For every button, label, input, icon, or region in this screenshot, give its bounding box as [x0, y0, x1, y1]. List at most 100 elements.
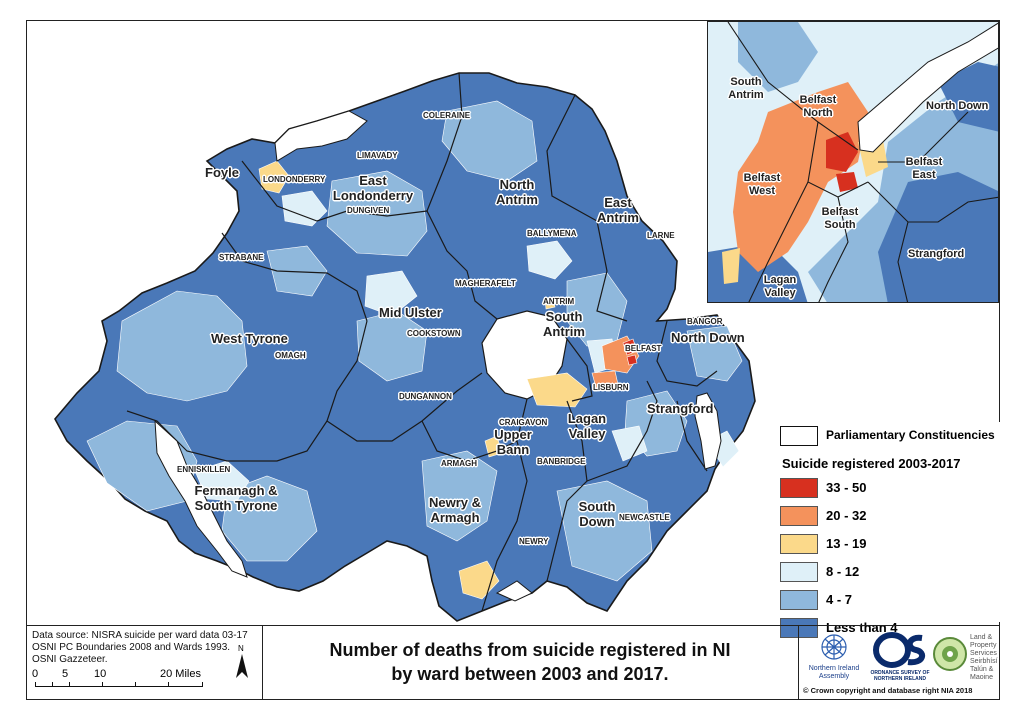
- legend-item-label: 8 - 12: [826, 564, 860, 579]
- scale-label-10: 10: [94, 668, 107, 680]
- inset-class-4-7-b: [738, 22, 818, 92]
- footer-divider: [26, 625, 1000, 626]
- town-armagh: ARMAGH: [441, 459, 477, 468]
- town-dungannon: DUNGANNON: [399, 392, 452, 401]
- belfast-inset-map: South Antrim Belfast North North Down Be…: [707, 21, 999, 303]
- strangford-lough: [694, 392, 722, 470]
- scale-tick: [52, 682, 53, 687]
- pc-north-down-label: North Down: [671, 330, 745, 345]
- pc-north-antrim-line2: Antrim: [496, 192, 538, 207]
- logos: Northern Ireland Assembly ORDNANCE SURVE…: [800, 628, 1000, 698]
- pc-lagan-valley-label: Lagan Valley: [565, 411, 609, 441]
- pc-fst-line2: South Tyrone: [194, 498, 278, 513]
- source-line-2: OSNI PC Boundaries 2008 and Wards 1993.: [32, 642, 231, 653]
- legend-item: 33 - 50: [780, 478, 1000, 498]
- lps-text-1: Land &: [970, 634, 993, 641]
- legend-item-label: 13 - 19: [826, 536, 867, 551]
- lps-text-2: Property: [970, 642, 997, 649]
- legend-swatch: [780, 562, 818, 582]
- pc-east-antrim-line2: Antrim: [597, 210, 639, 225]
- town-ballymena: BALLYMENA: [527, 229, 577, 238]
- map-title-line2: by ward between 2003 and 2017.: [391, 664, 669, 684]
- lps-emblem-icon: [933, 637, 967, 671]
- inset-south-antrim-line1: South: [730, 76, 762, 88]
- inset-belfast-north-line2: North: [803, 107, 833, 119]
- pc-north-antrim-label: North Antrim: [487, 177, 547, 207]
- town-banbridge: BANBRIDGE: [537, 457, 586, 466]
- town-lisburn: LISBURN: [593, 383, 629, 392]
- legend-item: 8 - 12: [780, 562, 1000, 582]
- pc-newry-armagh-line1: Newry &: [428, 495, 482, 510]
- lps-text-4: Seirbhísí: [970, 658, 998, 665]
- main-map: Foyle East Londonderry North Antrim East…: [27, 21, 999, 625]
- os-emblem-icon: [873, 632, 926, 668]
- pc-upper-bann-label: Upper Bann: [491, 427, 535, 457]
- town-antrim: ANTRIM: [543, 297, 575, 306]
- inset-lagan-valley-label: Lagan Valley: [760, 274, 800, 300]
- pc-upper-bann-line2: Bann: [496, 442, 530, 457]
- town-newry: NEWRY: [519, 537, 549, 546]
- pc-mid-ulster-label: Mid Ulster: [379, 305, 442, 320]
- pc-east-londonderry-line2: Londonderry: [332, 188, 414, 203]
- inset-belfast-west-label: Belfast West: [738, 172, 786, 198]
- town-belfast: BELFAST: [625, 344, 662, 353]
- pc-south-antrim-label: South Antrim: [539, 309, 589, 339]
- legend-swatch: [780, 534, 818, 554]
- pc-east-antrim-label: East Antrim: [593, 195, 643, 225]
- pc-west-tyrone-label: West Tyrone: [211, 331, 288, 346]
- scale-tick: [102, 682, 103, 687]
- lps-text-5: Talún &: [970, 666, 994, 673]
- legend-item-label: 20 - 32: [826, 508, 867, 523]
- inset-class-lt4: [878, 172, 998, 302]
- map-title-line1: Number of deaths from suicide registered…: [329, 640, 731, 660]
- map-legend: Parliamentary Constituencies Suicide reg…: [780, 422, 1000, 638]
- inset-class-13-19-b: [722, 248, 740, 284]
- pc-south-down-line2: Down: [579, 514, 615, 529]
- legend-swatch: [780, 618, 818, 638]
- copyright-notice: © Crown copyright and database right NIA…: [803, 686, 973, 695]
- inset-north-down-label: North Down: [926, 100, 989, 112]
- legend-item-label: Less than 4: [826, 620, 898, 635]
- inset-lagan-valley-line2: Valley: [764, 287, 796, 299]
- class-33-50-regions: [622, 338, 638, 366]
- pc-east-londonderry-label: East Londonderry: [323, 173, 423, 203]
- inset-belfast-south-label: Belfast South: [816, 206, 864, 232]
- legend-item-label: 33 - 50: [826, 480, 867, 495]
- lps-logo-text: Land & Property Services Seirbhísí Talún…: [970, 634, 1000, 682]
- pc-strangford-label: Strangford: [647, 401, 714, 416]
- scale-tick: [69, 682, 70, 687]
- inset-south-antrim-label: South Antrim: [726, 76, 766, 102]
- town-larne: LARNE: [647, 231, 675, 240]
- inset-class-33-50-b: [836, 172, 858, 192]
- town-coleraine: COLERAINE: [423, 111, 471, 120]
- inset-class-20-32: [733, 82, 868, 272]
- north-arrow: N: [234, 644, 250, 680]
- inset-belfast-east-line2: East: [912, 169, 936, 181]
- pc-north-antrim-line1: North: [499, 177, 535, 192]
- class-13-19-regions: [174, 160, 588, 600]
- inset-lagan-valley-line1: Lagan: [763, 274, 797, 286]
- lps-logo: Land & Property Services Seirbhísí Talún…: [932, 632, 1000, 682]
- town-limavady: LIMAVADY: [357, 151, 398, 160]
- pc-south-down-label: South Down: [575, 499, 619, 529]
- town-magherafelt: MAGHERAFELT: [455, 279, 516, 288]
- pc-east-londonderry-line1: East: [359, 173, 387, 188]
- town-strabane: STRABANE: [219, 253, 264, 262]
- scale-tick: [202, 682, 203, 687]
- town-newcastle: NEWCASTLE: [619, 513, 670, 522]
- os-logo: ORDNANCE SURVEY OF NORTHERN IRELAND: [870, 632, 930, 682]
- scale-label-5: 5: [62, 668, 69, 680]
- pc-fermanagh-south-tyrone-label: Fermanagh & South Tyrone: [181, 483, 291, 513]
- nia-logo-text: Northern Ireland Assembly: [808, 665, 860, 680]
- pc-fst-line1: Fermanagh &: [194, 483, 278, 498]
- inset-belfast-west-line1: Belfast: [743, 172, 781, 184]
- pc-newry-armagh-label: Newry & Armagh: [423, 495, 487, 525]
- carlingford-lough: [495, 580, 533, 602]
- north-arrow-icon: [236, 654, 248, 678]
- inset-belfast-north-line1: Belfast: [799, 94, 837, 106]
- pc-newry-armagh-line2: Armagh: [430, 510, 480, 525]
- footer-divider-right: [798, 625, 799, 700]
- legend-item: Less than 4: [780, 618, 1000, 638]
- legend-boundary-swatch: [780, 426, 818, 446]
- os-logo-text: ORDNANCE SURVEY OF NORTHERN IRELAND: [870, 670, 930, 682]
